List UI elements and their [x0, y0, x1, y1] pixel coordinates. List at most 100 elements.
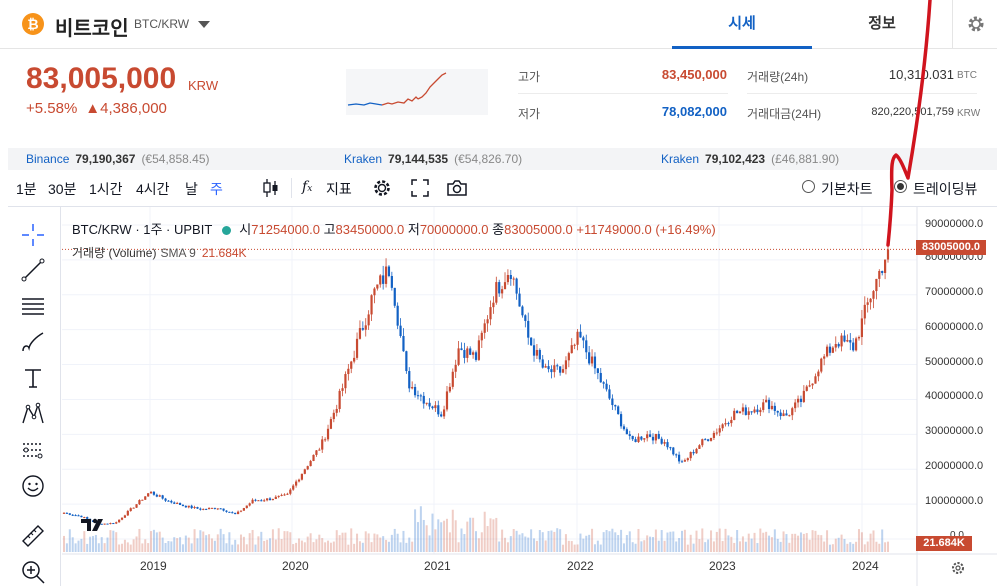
candle-body — [512, 278, 515, 280]
volume-bar — [422, 519, 425, 552]
volume-bar — [419, 506, 422, 552]
volume-legend: 거래량 (Volume) SMA 9 21.684K — [72, 244, 247, 261]
volume-bar — [260, 531, 263, 552]
volume-bar — [733, 542, 736, 552]
candle-body — [100, 523, 103, 525]
tab-info[interactable]: 정보 — [868, 15, 896, 32]
candle-body — [315, 450, 318, 455]
candle-body — [312, 454, 315, 461]
candle-body — [176, 502, 179, 504]
candle-body — [245, 505, 248, 509]
indicators-button[interactable]: 지표 — [326, 181, 352, 197]
exchange-sub: (€54,858.45) — [141, 152, 210, 166]
legend-symbol[interactable]: BTC/KRW · 1주 · UPBIT — [72, 222, 213, 237]
x-tick: 2022 — [567, 559, 594, 573]
candle-body — [167, 500, 170, 502]
candle-body — [68, 513, 71, 515]
exchange-sub: (£46,881.90) — [771, 152, 840, 166]
coin-pair[interactable]: BTC/KRW — [134, 17, 190, 31]
candle-body — [849, 340, 852, 343]
brush-icon[interactable] — [20, 329, 46, 355]
volume-bar — [759, 528, 762, 552]
pattern-icon[interactable] — [20, 401, 46, 427]
candle-body — [402, 335, 405, 352]
fib-retracement-icon[interactable] — [20, 293, 46, 319]
candle-body — [585, 340, 588, 353]
settings-button[interactable] — [952, 0, 997, 48]
candle-body — [431, 406, 434, 409]
basic-chart-radio[interactable] — [802, 180, 815, 193]
x-tick: 2024 — [852, 559, 879, 573]
candle-body — [561, 369, 565, 373]
volume-bar — [692, 543, 695, 552]
candle-body — [411, 386, 414, 389]
volume-bar — [547, 531, 550, 552]
candle-body — [593, 356, 597, 369]
volume-bar — [63, 535, 65, 552]
ruler-icon[interactable] — [20, 523, 46, 549]
candle-body — [399, 325, 402, 336]
prediction-icon[interactable] — [20, 437, 46, 463]
exchange-item[interactable]: Binance 79,190,367 (€54,858.45) — [26, 152, 210, 166]
candle-body — [251, 499, 254, 504]
exchange-name: Kraken — [661, 152, 700, 166]
candle-body — [802, 390, 805, 402]
candle-body — [193, 507, 196, 509]
tradingview-radio[interactable] — [894, 180, 907, 193]
volume-bar — [797, 535, 800, 552]
text-tool-icon[interactable] — [20, 365, 46, 391]
tradingview-label[interactable]: 트레이딩뷰 — [913, 181, 978, 197]
volume-bar — [559, 529, 562, 552]
candle-body — [419, 395, 422, 397]
chart-legend: BTC/KRW · 1주 · UPBIT 시71254000.0 고8345000… — [72, 219, 716, 238]
y-tick: 90000000.0 — [925, 218, 984, 230]
candle-body — [715, 432, 718, 434]
candle-body — [480, 332, 483, 341]
candle-body — [770, 405, 774, 410]
candle-body — [614, 405, 617, 407]
volume-bar — [193, 529, 196, 552]
candle-body — [637, 436, 640, 443]
interval-1h[interactable]: 1시간 — [89, 181, 123, 197]
volume-bar — [831, 544, 834, 552]
crosshair-icon[interactable] — [20, 222, 46, 248]
interval-30m[interactable]: 30분 — [48, 181, 77, 197]
volume-legend-label[interactable]: 거래량 (Volume) — [72, 246, 157, 260]
interval-1m[interactable]: 1분 — [16, 181, 37, 197]
gear-icon[interactable] — [372, 178, 392, 198]
candle-body — [207, 507, 211, 510]
volume-bar — [184, 535, 187, 552]
price-chart[interactable] — [62, 207, 997, 586]
candlestick-type-icon[interactable] — [262, 178, 280, 198]
tradingview-logo[interactable] — [80, 516, 108, 534]
candle-body — [344, 374, 347, 389]
volume-bar — [271, 529, 274, 552]
interval-day[interactable]: 날 — [185, 181, 198, 197]
candle-body — [254, 499, 257, 501]
emoji-icon[interactable] — [20, 473, 46, 499]
basic-chart-label[interactable]: 기본차트 — [821, 181, 873, 197]
interval-week[interactable]: 주 — [210, 181, 223, 197]
volume-bar — [425, 525, 428, 552]
trend-line-icon[interactable] — [20, 257, 46, 283]
interval-4h[interactable]: 4시간 — [136, 181, 170, 197]
zoom-in-icon[interactable] — [20, 559, 46, 585]
exchange-item[interactable]: Kraken 79,144,535 (€54,826.70) — [344, 152, 522, 166]
coin-name[interactable]: 비트코인 — [55, 18, 129, 40]
amount-value: 820,220,501,759 — [871, 106, 954, 118]
volume-bar — [660, 530, 663, 552]
volume-bar — [347, 544, 350, 552]
candle-body — [483, 323, 486, 333]
exchange-item[interactable]: Kraken 79,102,423 (£46,881.90) — [661, 152, 839, 166]
fullscreen-icon[interactable] — [411, 179, 429, 197]
volume-bar — [234, 539, 237, 552]
candle-body — [582, 337, 585, 341]
function-icon[interactable]: fx — [302, 179, 313, 195]
camera-icon[interactable] — [446, 178, 468, 198]
tab-quote[interactable]: 시세 — [672, 0, 812, 49]
candle-body — [588, 352, 591, 364]
time-settings-icon[interactable] — [950, 560, 966, 576]
chevron-down-icon[interactable] — [198, 21, 210, 28]
candle-body — [765, 399, 768, 403]
volume-bar — [846, 543, 849, 552]
